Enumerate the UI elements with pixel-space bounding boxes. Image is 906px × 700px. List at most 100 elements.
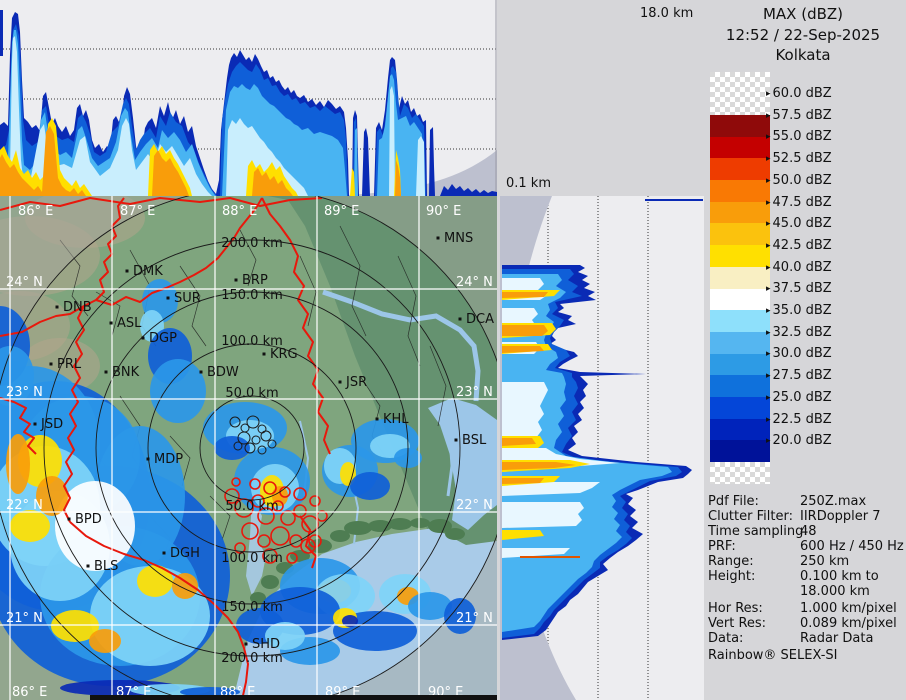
- city-marker: [55, 305, 59, 309]
- city-marker: [104, 370, 108, 374]
- latitude-label: 23° N: [456, 385, 493, 400]
- echo-profile-layer: [502, 482, 600, 496]
- metadata-label: Hor Res:: [708, 601, 763, 616]
- city-marker: [454, 438, 458, 442]
- echo-profile-layer: [502, 438, 536, 446]
- range-limit-wedge: [330, 150, 497, 196]
- district-border: [299, 255, 317, 327]
- echo-profile-layer: [502, 382, 548, 438]
- scale-label: ▸ 47.5 dBZ: [766, 194, 832, 210]
- metadata-value: 48: [800, 524, 817, 539]
- state-border: [0, 197, 323, 211]
- scale-label: ▸ 60.0 dBZ: [766, 86, 832, 101]
- coastal-island: [410, 518, 430, 528]
- metadata-label: PRF:: [708, 539, 736, 554]
- river: [446, 400, 457, 497]
- scale-label: ▸ 25.0 dBZ: [766, 389, 832, 405]
- city-label: KRG: [270, 347, 298, 362]
- range-ring-label: 50.0 km: [225, 386, 278, 401]
- radar-echo: [10, 510, 50, 542]
- state-border: [299, 515, 317, 569]
- longitude-label: 88° E: [222, 204, 257, 219]
- ew-cross-section-panel[interactable]: [0, 0, 497, 196]
- metadata-value: Radar Data: [800, 631, 874, 646]
- metadata-label: Vert Res:: [708, 616, 767, 631]
- metadata-label: Height:: [708, 569, 756, 584]
- radar-map-canvas[interactable]: 24° N 24° N 23° N 23° N 22° N 22° N 21° N 21° N…: [0, 196, 497, 700]
- height-axis-min-label: 0.1 km: [506, 176, 551, 191]
- swatch-color-band: [710, 418, 770, 441]
- longitude-label: 86° E: [18, 204, 53, 219]
- city-label: DGH: [170, 546, 200, 561]
- swatch-above-max: [710, 72, 770, 115]
- radar-echo: [214, 436, 250, 460]
- island-boundary: [308, 534, 322, 548]
- district-border: [209, 495, 231, 541]
- coastal-island: [330, 530, 350, 542]
- height-axis-max-label: 18.0 km: [640, 6, 694, 21]
- swatch-color-band: [710, 180, 770, 202]
- radar-echo: [172, 573, 198, 599]
- city-marker: [458, 317, 462, 321]
- scale-label: ▸ 55.0 dBZ: [766, 129, 832, 145]
- city-label: ASL: [117, 316, 142, 331]
- metadata-value: 0.089 km/pixel: [800, 616, 897, 631]
- scale-label: ▸ 27.5 dBZ: [766, 368, 832, 384]
- metadata-row: Hor Res: 1.000 km/pixel: [708, 601, 897, 616]
- metadata-value: IIRDoppler 7: [800, 509, 881, 524]
- scale-label: ▸ 32.5 dBZ: [766, 324, 832, 340]
- echo-profile-layer: [502, 292, 548, 298]
- island-boundary: [263, 481, 277, 495]
- ns-cross-section-panel[interactable]: [500, 196, 706, 700]
- city-label: DGP: [149, 331, 177, 346]
- island-boundary: [280, 510, 296, 526]
- radar-echo: [36, 476, 68, 516]
- scale-label: ▸ 40.0 dBZ: [766, 259, 832, 275]
- echo-profile-layer: [8, 30, 425, 196]
- city-marker: [234, 278, 238, 282]
- scale-label: ▸ 35.0 dBZ: [766, 303, 832, 318]
- state-border: [261, 197, 331, 455]
- radar-echo: [180, 687, 240, 697]
- estuary: [428, 398, 497, 530]
- district-border: [169, 435, 191, 487]
- echo-line: [520, 556, 580, 558]
- city-label: JSR: [345, 375, 367, 390]
- district-border: [429, 345, 447, 427]
- swatch-color-band: [710, 353, 770, 376]
- longitude-label: 86° E: [12, 685, 47, 700]
- city-boundary: [267, 439, 277, 449]
- island-boundary: [257, 507, 275, 525]
- radar-echo: [137, 565, 173, 597]
- range-ring-label: 150.0 km: [221, 288, 283, 303]
- scale-label: ▸ 42.5 dBZ: [766, 237, 832, 253]
- range-ring-label: 100.0 km: [221, 334, 283, 349]
- city-marker: [141, 336, 145, 340]
- latitude-label: 22° N: [456, 498, 493, 513]
- city-label: KHL: [383, 412, 409, 427]
- state-border: [95, 197, 263, 306]
- city-marker: [162, 551, 166, 555]
- radar-echo: [55, 481, 135, 571]
- island-boundary: [241, 522, 259, 540]
- island-boundary: [272, 500, 284, 512]
- range-ring-label: 150.0 km: [221, 600, 283, 615]
- range-ring: [147, 343, 357, 553]
- swatch-color-band: [710, 158, 770, 181]
- city-marker: [146, 457, 150, 461]
- city-marker: [199, 370, 203, 374]
- latitude-label: 24° N: [6, 275, 43, 290]
- echo-line: [645, 199, 703, 201]
- city-label: BLS: [94, 559, 118, 574]
- city-label: BSL: [462, 433, 487, 448]
- radar-echo: [265, 622, 305, 650]
- echo-spike: [0, 10, 3, 56]
- river: [322, 289, 481, 402]
- metadata-value: 18.000 km: [800, 584, 870, 599]
- state-border: [0, 197, 125, 337]
- city-marker: [86, 564, 90, 568]
- radar-echo: [51, 610, 99, 642]
- island-boundary: [300, 538, 316, 554]
- range-ring-label: 50.0 km: [225, 499, 278, 514]
- island-boundary: [270, 526, 290, 546]
